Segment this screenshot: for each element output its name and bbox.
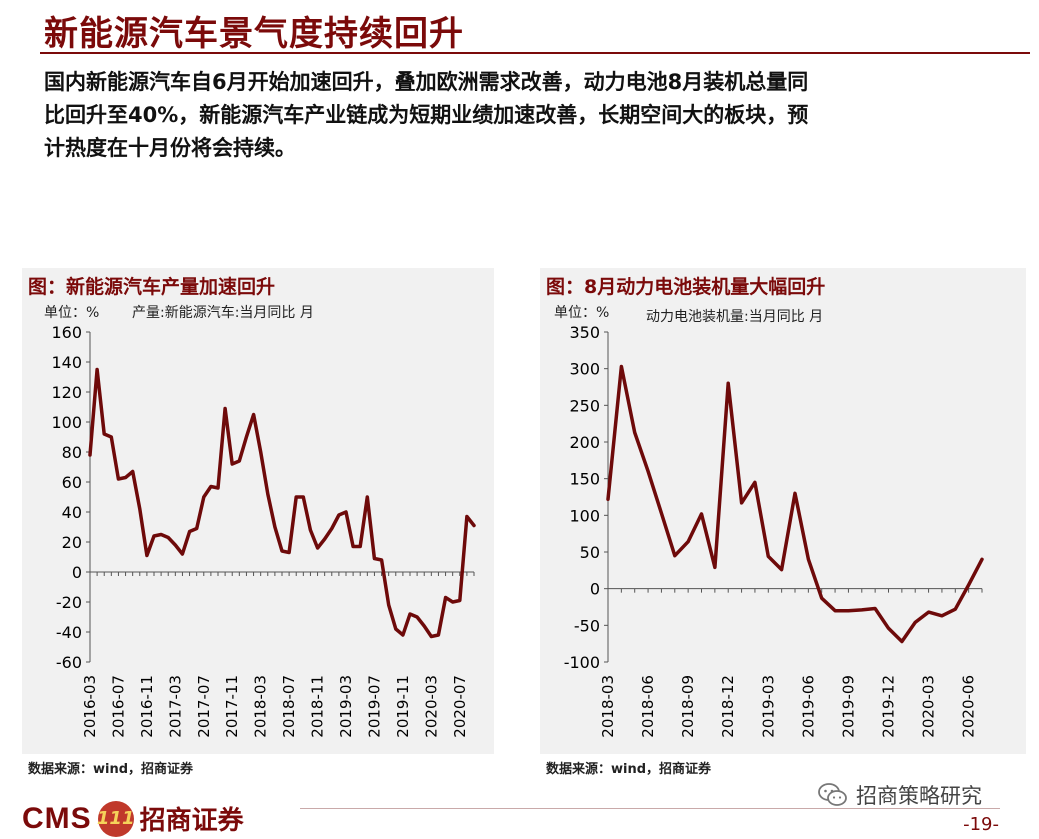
wechat-icon	[818, 782, 848, 808]
production-y-tick-label: -20	[56, 593, 82, 612]
production-y-tick-label: 60	[62, 473, 82, 492]
production-y-tick-label: 80	[62, 443, 82, 462]
production-chart-title: 图：新能源汽车产量加速回升	[28, 276, 276, 298]
production-y-tick-label: 100	[51, 413, 82, 432]
production-y-tick-label: 140	[51, 353, 82, 372]
battery-x-tick-label: 2019-06	[799, 675, 817, 738]
battery-line-chart: -100 -50 0 50 100 150 200 250 300 350 2018-03 2018-…	[564, 323, 984, 738]
production-series-note: 产量:新能源汽车:当月同比 月	[132, 305, 314, 321]
battery-y-tick-label: 100	[569, 506, 600, 525]
production-x-tick-label: 2016-07	[109, 675, 127, 738]
title-divider	[40, 52, 1030, 54]
production-x-tick-label: 2019-11	[394, 675, 412, 738]
logo-company-name: 招商证券	[139, 806, 244, 836]
production-x-tick-label: 2020-07	[451, 675, 469, 738]
battery-x-tick-label: 2020-03	[920, 675, 938, 738]
battery-chart-source: 数据来源：wind，招商证券	[546, 762, 712, 777]
battery-y-tick-label: 350	[569, 323, 600, 342]
production-x-tick-label: 2016-03	[81, 675, 99, 738]
production-x-tick-label: 2018-03	[252, 675, 270, 738]
summary-line-1: 国内新能源汽车自6月开始加速回升，叠加欧洲需求改善，动力电池8月装机总量同	[44, 70, 809, 94]
battery-x-tick-label: 2018-12	[719, 675, 737, 738]
battery-x-tick-label: 2018-09	[679, 675, 697, 738]
production-line-chart: -60 -40 -20 0 20 40 60 80 100 120 140 160 2016-03 201…	[51, 323, 476, 738]
production-y-tick-label: 160	[51, 323, 82, 342]
battery-y-tick-label: 300	[569, 360, 600, 379]
battery-y-tick-label: 200	[569, 433, 600, 452]
battery-y-tick-label: 0	[590, 580, 600, 599]
watermark-text: 招商策略研究	[856, 784, 982, 808]
production-x-tick-label: 2018-11	[309, 675, 327, 738]
battery-chart-unit: 单位：%	[554, 305, 610, 321]
production-y-tick-label: 20	[62, 533, 82, 552]
production-x-tick-label: 2019-03	[337, 675, 355, 738]
battery-x-tick-label: 2019-03	[759, 675, 777, 738]
page-title: 新能源汽车景气度持续回升	[44, 14, 464, 54]
production-x-tick-label: 2018-07	[280, 675, 298, 738]
summary-line-3: 计热度在十月份将会持续。	[44, 136, 296, 160]
production-chart-source: 数据来源：wind，招商证券	[28, 762, 194, 777]
footer-divider	[300, 808, 1000, 809]
production-x-tick-label: 2017-07	[195, 675, 213, 738]
battery-y-tick-label: -100	[564, 653, 600, 672]
battery-y-tick-label: 50	[580, 543, 600, 562]
production-x-tick-label: 2017-03	[166, 675, 184, 738]
battery-x-tick-label: 2019-09	[839, 675, 857, 738]
battery-chart-title: 图：8月动力电池装机量大幅回升	[546, 276, 826, 298]
logo-cms-text: CMS	[22, 801, 92, 835]
battery-series-line	[606, 364, 984, 644]
summary-text: 国内新能源汽车自6月开始加速回升，叠加欧洲需求改善，动力电池8月装机总量同 比回…	[44, 66, 1004, 165]
summary-line-2: 比回升至40%，新能源汽车产业链成为短期业绩加速改善，长期空间大的板块，预	[44, 103, 809, 127]
production-y-tick-label: 0	[72, 563, 82, 582]
page-number: -19-	[963, 814, 999, 835]
battery-x-tick-label: 2019-12	[880, 675, 898, 738]
battery-chart-panel: 图：8月动力电池装机量大幅回升 单位：% 动力电池装机量:当月同比 月 -100…	[540, 268, 1026, 777]
production-x-tick-label: 2017-11	[223, 675, 241, 738]
battery-series-note: 动力电池装机量:当月同比 月	[646, 309, 824, 325]
production-x-tick-label: 2019-07	[365, 675, 383, 738]
company-logo: CMS 111 招商证券	[22, 800, 244, 837]
production-y-tick-label: -60	[56, 653, 82, 672]
production-chart-panel: 图：新能源汽车产量加速回升 单位：% 产量:新能源汽车:当月同比 月 -60 -4…	[22, 268, 494, 777]
battery-x-tick-label: 2020-06	[960, 675, 978, 738]
battery-y-tick-label: -50	[574, 616, 600, 635]
production-x-tick-label: 2016-11	[138, 675, 156, 738]
battery-y-tick-label: 250	[569, 396, 600, 415]
production-y-tick-label: -40	[56, 623, 82, 642]
production-y-tick-label: 40	[62, 503, 82, 522]
battery-y-tick-label: 150	[569, 470, 600, 489]
battery-x-tick-label: 2018-03	[599, 675, 617, 738]
production-y-tick-label: 120	[51, 383, 82, 402]
battery-x-tick-label: 2018-06	[639, 675, 657, 738]
wechat-watermark: 招商策略研究	[818, 780, 982, 810]
production-series-line	[88, 367, 476, 639]
logo-badge-icon: 111	[97, 800, 134, 837]
production-x-tick-label: 2020-03	[422, 675, 440, 738]
production-chart-unit: 单位：%	[44, 305, 100, 321]
